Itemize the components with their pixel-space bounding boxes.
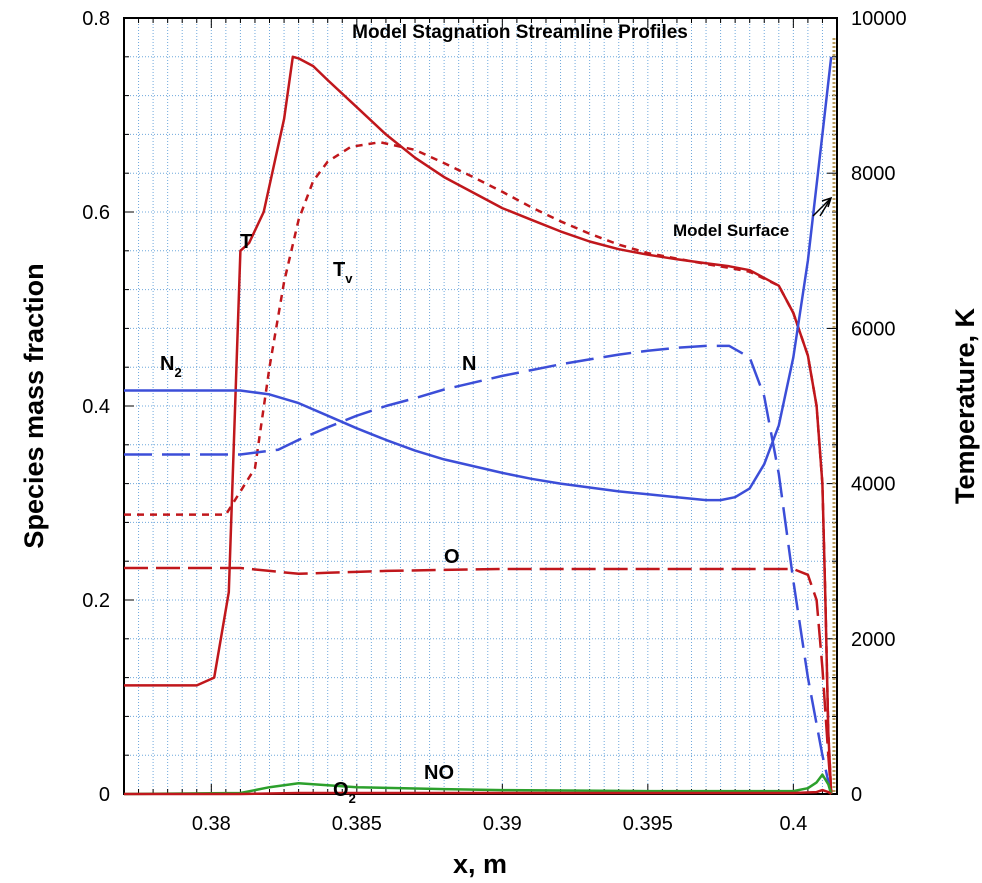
annotation-o2: O2	[333, 779, 356, 806]
left-tick-label: 0.2	[82, 590, 110, 612]
right-tick-label: 8000	[851, 163, 896, 185]
annotation-o2-sub: 2	[349, 791, 356, 806]
right-tick-label: 6000	[851, 318, 896, 340]
right-axis-label: Temperature, K	[950, 307, 980, 504]
x-tick-label: 0.38	[192, 813, 231, 835]
series-group	[123, 55, 833, 796]
series-line-t	[124, 55, 833, 795]
left-axis-label: Species mass fraction	[19, 263, 49, 548]
model-surface-arrow	[812, 196, 833, 217]
annotation-n: N	[462, 353, 476, 375]
annotation-n2-sub: 2	[174, 365, 181, 380]
series-line-o2	[124, 788, 832, 796]
left-tick-label: 0	[99, 784, 110, 806]
right-tick-label: 0	[851, 784, 862, 806]
series-line-tv	[124, 140, 833, 795]
annotation-t: T	[240, 231, 252, 253]
series-line-no	[123, 773, 833, 796]
series-line-n2	[124, 56, 833, 502]
annotation-o: O	[444, 546, 460, 568]
annotation-o2-base: O	[333, 779, 349, 801]
x-tick-label: 0.39	[483, 813, 522, 835]
annotation-no: NO	[424, 762, 454, 784]
left-tick-label: 0.8	[82, 8, 110, 30]
x-tick-label: 0.395	[623, 813, 673, 835]
x-axis-label: x, m	[453, 849, 507, 879]
annotation-tv: Tv	[333, 259, 353, 286]
right-tick-label: 10000	[851, 8, 907, 30]
x-tick-label: 0.385	[332, 813, 382, 835]
annotation-tv-base: T	[333, 259, 345, 281]
annotation-n2-base: N	[160, 353, 174, 375]
series-line-n	[124, 344, 833, 795]
left-tick-label: 0.6	[82, 202, 110, 224]
annotation-n2: N2	[160, 353, 182, 380]
series-line-o	[124, 566, 833, 795]
annotation-model-surface: Model Surface	[673, 221, 789, 240]
right-tick-label: 2000	[851, 629, 896, 651]
ticks: 0.38 0.385 0.39 0.395 0.4 0 0.2 0.4 0.6 0.8 0 2000 4…	[82, 8, 906, 835]
x-tick-label: 0.4	[779, 813, 807, 835]
grid	[124, 18, 837, 794]
left-tick-label: 0.4	[82, 396, 110, 418]
chart-title: Model Stagnation Streamline Profiles	[352, 22, 688, 43]
right-tick-label: 4000	[851, 474, 896, 496]
annotation-tv-sub: v	[345, 271, 353, 286]
